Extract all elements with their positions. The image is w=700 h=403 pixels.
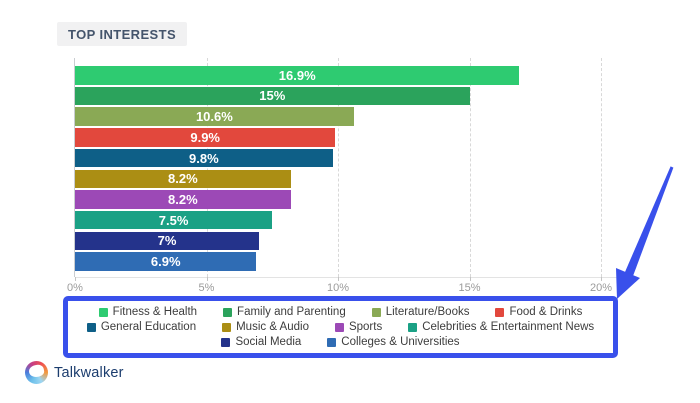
legend-label: Food & Drinks [509,306,583,318]
talkwalker-logo-icon [25,361,48,384]
legend-row: General Education Music & Audio Sports Cele… [68,321,613,333]
x-tick-label: 10% [326,282,350,294]
legend-label: Literature/Books [385,306,470,318]
bar: 9.8% [75,148,333,168]
bar-fill [75,252,257,271]
bar: 7.5% [75,210,273,230]
gridline [338,58,339,277]
legend-swatch-icon [408,322,418,332]
bar: 8.2% [75,169,291,188]
legend-swatch-icon [221,337,231,347]
legend-swatch-icon [86,322,96,332]
legend-row: Social Media Colleges & Universities [68,336,613,348]
legend-swatch-icon [223,307,233,317]
legend-item: Celebrities & Entertainment News [408,321,594,333]
x-tick [75,277,76,281]
gridline [469,58,471,277]
bar: 10.6% [75,107,354,126]
legend-swatch-icon [327,337,337,347]
bar-value-label: 7% [157,233,177,249]
x-tick-label: 20% [589,282,613,294]
x-tick [601,277,602,281]
legend-swatch-icon [334,322,344,332]
arrow-head-icon [616,268,640,299]
legend-label: Music & Audio [236,321,309,333]
legend-swatch-icon [222,322,232,332]
x-tick [338,277,339,281]
legend-item: General Education [86,321,197,333]
legend-label: General Education [100,321,197,333]
bar: 8.2% [75,190,291,209]
legend-label: Family and Parenting [237,306,346,318]
bar-value-label: 8.2% [168,171,198,187]
legend-label: Colleges & Universities [341,336,460,348]
bar-value-label: 9.9% [190,129,220,145]
brand-name: Talkwalker [54,364,124,381]
bar-value-label: 9.8% [189,150,219,166]
bar-value-label: 7.5% [158,212,189,228]
legend-item: Colleges & Universities [327,336,460,348]
bar-fill [75,128,336,147]
legend-item: Music & Audio [222,321,309,333]
bar: 16.9% [75,66,520,85]
bar: 7% [75,231,260,251]
legend-item: Social Media [221,336,301,348]
bar: 15% [75,86,470,106]
legend-item: Literature/Books [371,306,470,318]
legend-item: Family and Parenting [223,306,346,318]
x-tick [469,277,471,281]
bar-fill [75,169,291,188]
legend-swatch-icon [98,307,108,317]
x-axis-line [75,277,623,278]
x-tick-label: 5% [198,282,215,294]
legend-item: Fitness & Health [98,306,198,318]
bar-fill [75,231,260,251]
bar-fill [75,66,520,85]
gridline [601,58,602,277]
legend-label: Social Media [235,336,302,348]
bar-value-label: 15% [259,88,286,104]
x-tick-label: 15% [458,282,481,294]
legend-highlight-box: Fitness & Health Family and Parenting Lite… [63,296,618,358]
legend-row: Fitness & Health Family and Parenting Lite… [68,306,613,318]
legend-swatch-icon [371,307,381,317]
bar-chart: 16.9% 15% 10.6% 9.9% 9.8% 8.2% 8.2% 7.5% 7% 6.9% … [67,58,623,294]
legend-label: Fitness & Health [112,306,198,318]
bar-value-label: 16.9% [278,67,316,83]
bar-value-label: 8.2% [168,191,198,207]
legend-label: Celebrities & Entertainment News [422,321,595,333]
bar-value-label: 10.6% [195,109,233,125]
bar-fill [75,190,291,209]
bar-fill [75,107,354,126]
bar-fill [75,210,273,230]
bar-fill [75,148,333,168]
legend-item: Sports [334,321,383,333]
arrow-shaft-icon [624,166,674,276]
chart-title: TOP INTERESTS [57,22,188,46]
x-tick [206,277,208,281]
x-tick-label: 0% [67,282,83,294]
legend-item: Food & Drinks [495,306,582,318]
bar-fill [75,86,470,106]
brand-footer: Talkwalker [25,361,124,384]
gridline [206,58,208,277]
legend-swatch-icon [495,307,505,317]
legend-label: Sports [348,321,383,333]
bar: 9.9% [75,128,336,147]
bar: 6.9% [75,252,257,271]
bar-value-label: 6.9% [150,254,181,270]
